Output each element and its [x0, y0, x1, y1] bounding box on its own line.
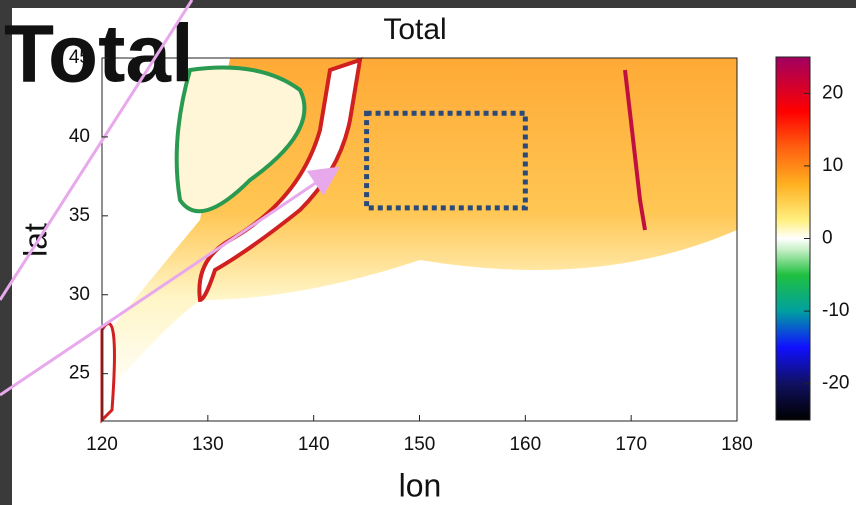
y-tick-label: 25: [69, 363, 90, 384]
front: [623, 69, 647, 231]
y-tick-label: 45: [69, 47, 90, 68]
x-tick-label: 120: [86, 434, 118, 455]
y-axis-label: lat: [17, 223, 53, 257]
chart-title: Total: [383, 13, 446, 46]
map-area: [100, 57, 737, 424]
x-tick-label: 180: [721, 434, 753, 455]
x-axis-label: lon: [399, 467, 442, 503]
x-tick-label: 160: [509, 434, 541, 455]
x-tick-label: 170: [615, 434, 647, 455]
y-tick-label: 40: [69, 126, 90, 147]
x-tick-label: 130: [192, 434, 224, 455]
colorbar-tick-label: 0: [822, 228, 833, 249]
colorbar-tick-label: -20: [822, 373, 849, 394]
colorbar-tick-label: 10: [822, 155, 843, 176]
highlight-box: [364, 110, 528, 211]
arrow: [0, 166, 340, 397]
y-tick-label: 35: [69, 205, 90, 226]
x-tick-label: 140: [298, 434, 330, 455]
colorbar-tick-label: -10: [822, 300, 849, 321]
colorbar-tick-label: 20: [822, 82, 843, 103]
y-tick-label: 30: [69, 284, 90, 305]
x-tick-label: 150: [404, 434, 436, 455]
land: [100, 322, 116, 424]
land: [174, 65, 307, 214]
arrow: [0, 0, 194, 301]
overlay-title: Total: [4, 9, 194, 100]
